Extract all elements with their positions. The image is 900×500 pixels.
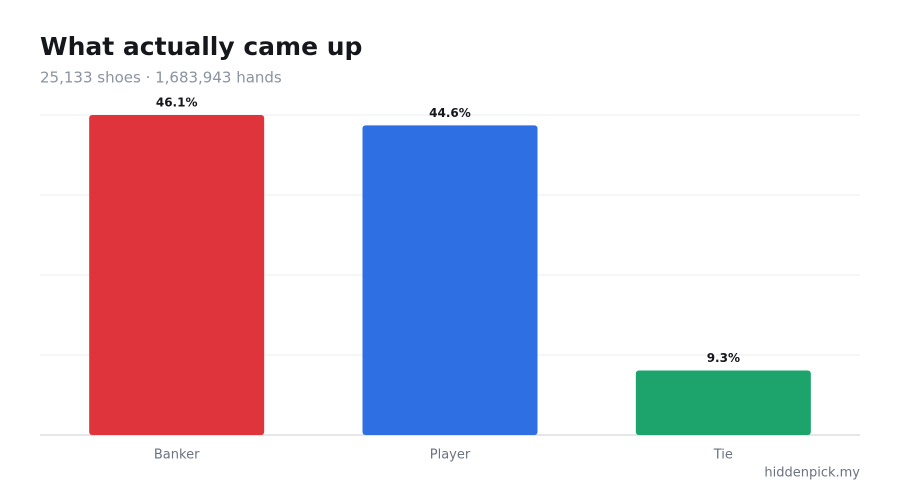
x-tick-label: Player (430, 448, 471, 463)
x-tick-label: Tie (713, 448, 733, 463)
x-tick-label: Banker (154, 448, 200, 463)
value-label: 44.6% (429, 106, 471, 120)
chart-title: What actually came up (40, 32, 362, 61)
value-label: 46.1% (156, 96, 198, 110)
bar (362, 125, 538, 436)
chart-subtitle: 25,133 shoes · 1,683,943 hands (40, 69, 282, 87)
value-label: 9.3% (707, 351, 740, 365)
bar (635, 370, 811, 435)
source: hiddenpick.my (764, 466, 860, 481)
bar (89, 115, 265, 435)
